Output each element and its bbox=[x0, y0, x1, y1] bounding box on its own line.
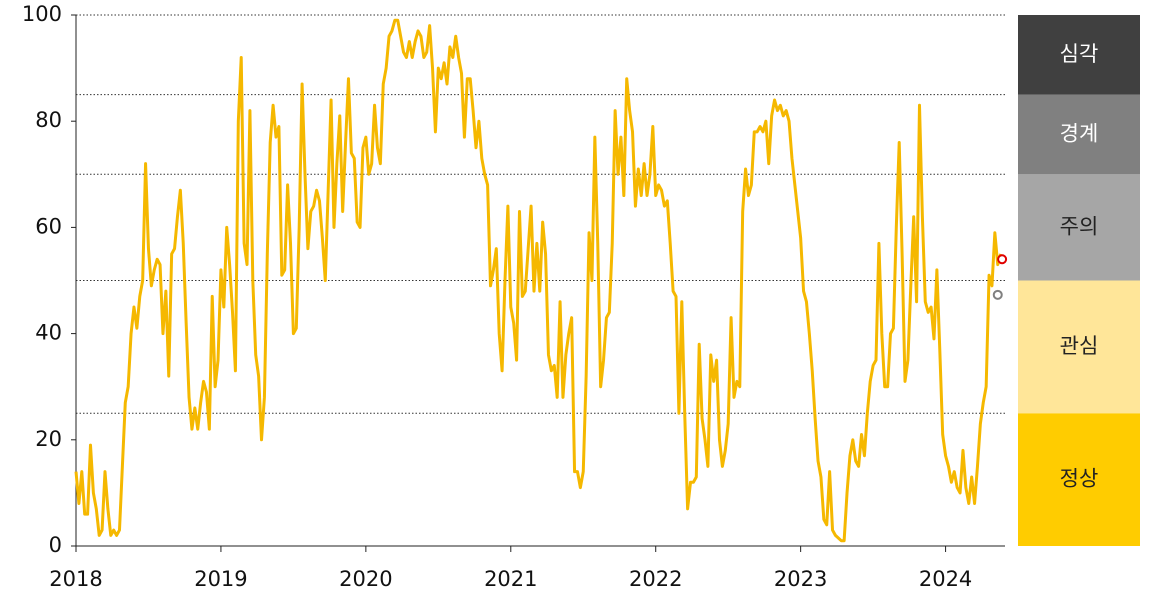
line bbox=[74, 18, 1003, 543]
x-tick-label: 2022 bbox=[629, 567, 682, 591]
zone-label: 주의 bbox=[1060, 214, 1099, 238]
x-tick-label: 2019 bbox=[194, 567, 247, 591]
y-tick-label: 0 bbox=[49, 533, 62, 557]
y-tick-label: 60 bbox=[35, 214, 62, 238]
y-tick-label: 20 bbox=[35, 427, 62, 451]
y-tick-label: 100 bbox=[22, 2, 62, 26]
x-tick-label: 2023 bbox=[774, 567, 827, 591]
x-tick-label: 2020 bbox=[339, 567, 392, 591]
zone-block bbox=[1018, 15, 1140, 95]
y-tick-label: 80 bbox=[35, 108, 62, 132]
zone-label: 경계 bbox=[1060, 121, 1099, 145]
zone-label: 심각 bbox=[1060, 42, 1099, 66]
zone-block bbox=[1018, 280, 1140, 414]
x-tick-label: 2021 bbox=[484, 567, 537, 591]
y-tick-label: 40 bbox=[35, 321, 62, 345]
zone-block bbox=[1018, 413, 1140, 546]
zone-block bbox=[1018, 174, 1140, 281]
zone-label: 관심 bbox=[1060, 334, 1099, 358]
marker bbox=[992, 289, 1003, 300]
zone-block bbox=[1018, 94, 1140, 175]
x-tick-label: 2018 bbox=[49, 567, 102, 591]
marker bbox=[997, 254, 1008, 265]
x-tick-label: 2024 bbox=[919, 567, 972, 591]
zone-label: 정상 bbox=[1060, 467, 1099, 491]
